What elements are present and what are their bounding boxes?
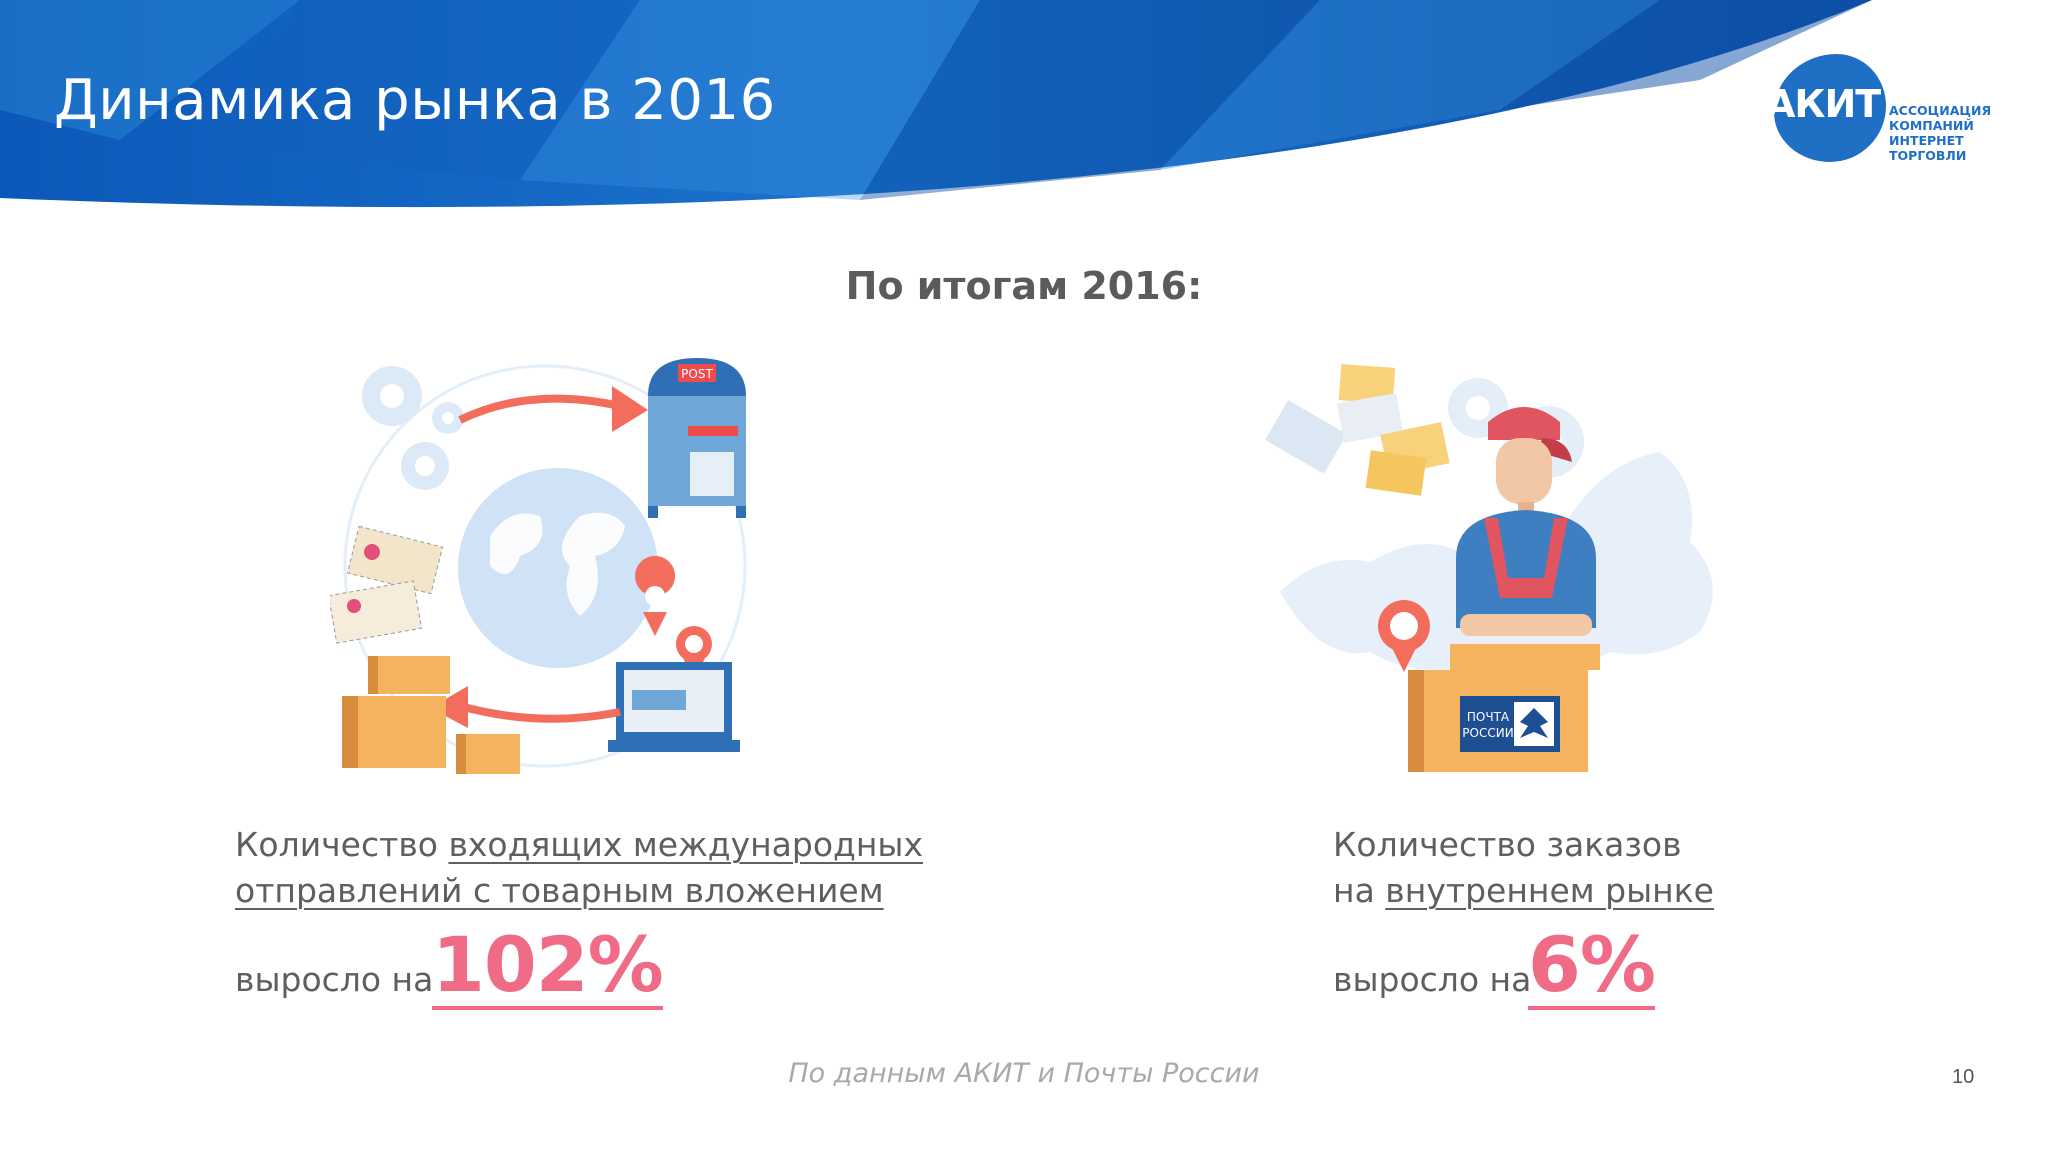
logo-line-4: ТОРГОВЛИ bbox=[1889, 148, 1967, 163]
right-grow-label: выросло на bbox=[1333, 960, 1532, 999]
akit-logo: АКИТ АССОЦИАЦИЯ КОМПАНИЙ ИНТЕРНЕТ ТОРГОВ… bbox=[1766, 48, 1992, 168]
source-note: По данным АКИТ и Почты России bbox=[788, 1058, 1260, 1089]
left-stat-plain: Количество bbox=[235, 825, 449, 864]
boxes-icon bbox=[342, 656, 520, 774]
right-stat-plain: на bbox=[1333, 871, 1386, 910]
courier-icon bbox=[1456, 407, 1596, 636]
box-label-1: ПОЧТА bbox=[1467, 710, 1510, 724]
location-pin-icon bbox=[1378, 600, 1430, 672]
eagle-emblem-icon bbox=[1520, 708, 1548, 738]
logo-line-1: АССОЦИАЦИЯ bbox=[1889, 103, 1992, 118]
left-grow-label: выросло на bbox=[235, 960, 434, 999]
globe-icon bbox=[458, 468, 658, 668]
logo-line-3: ИНТЕРНЕТ bbox=[1889, 133, 1964, 148]
international-shipping-illustration: POST bbox=[330, 358, 747, 774]
mailbox-sign: POST bbox=[681, 367, 713, 381]
box-label-2: РОССИИ bbox=[1462, 726, 1513, 740]
gear-icon bbox=[362, 366, 464, 490]
envelope-icon bbox=[1265, 364, 1450, 496]
parcel-box-icon: ПОЧТА РОССИИ bbox=[1408, 644, 1600, 772]
right-growth-value: 6% bbox=[1528, 920, 1656, 1010]
left-stat-text: Количество входящих международных отправ… bbox=[235, 822, 923, 914]
subtitle: По итогам 2016: bbox=[845, 264, 1203, 308]
location-pin-icon bbox=[635, 556, 712, 680]
arrow-bottom-icon bbox=[458, 702, 621, 723]
mailbox-icon: POST bbox=[648, 358, 746, 518]
logo-circle bbox=[1774, 54, 1886, 162]
slide-title: Динамика рынка в 2016 bbox=[54, 68, 776, 133]
logo-mark: АКИТ bbox=[1766, 82, 1881, 126]
header-banner bbox=[0, 0, 1872, 208]
right-stat-link: внутреннем рынке bbox=[1385, 871, 1714, 910]
page-number: 10 bbox=[1952, 1066, 1975, 1088]
left-stat-link-1: входящих международных bbox=[448, 825, 924, 864]
left-growth-value: 102% bbox=[432, 920, 664, 1010]
domestic-delivery-illustration: ПОЧТА РОССИИ bbox=[1265, 364, 1713, 772]
logo-line-2: КОМПАНИЙ bbox=[1889, 118, 1974, 133]
right-stat-text: Количество заказов на внутреннем рынке bbox=[1333, 822, 1714, 914]
left-stat-link-2: отправлений с товарным вложением bbox=[235, 871, 884, 910]
postcard-icon bbox=[330, 525, 444, 644]
arrow-top-icon bbox=[458, 394, 621, 424]
right-stat-line1: Количество заказов bbox=[1333, 825, 1682, 864]
computer-icon bbox=[608, 662, 740, 752]
